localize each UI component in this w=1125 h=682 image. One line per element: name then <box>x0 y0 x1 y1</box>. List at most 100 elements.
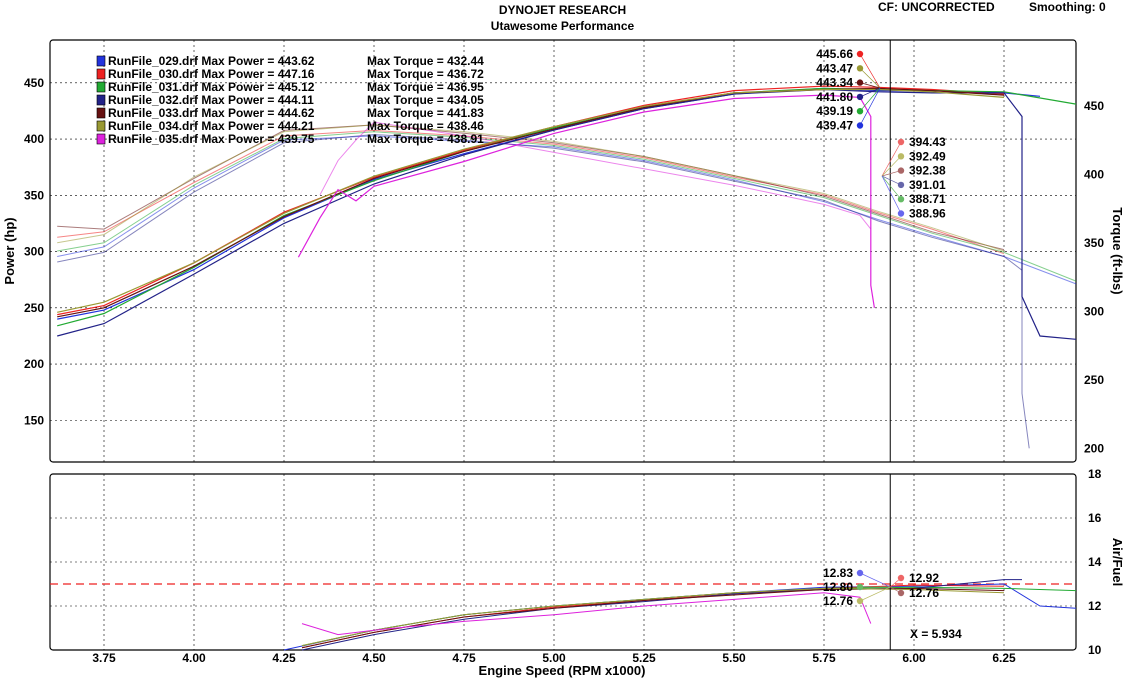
torque-line-2 <box>57 129 1005 255</box>
chart-title: DYNOJET RESEARCH <box>498 3 627 17</box>
power-cursor-leader <box>859 87 881 98</box>
x-tick-label: 6.25 <box>992 651 1016 665</box>
torque-tick-label: 300 <box>1084 304 1104 318</box>
x-axis-title: Engine Speed (RPM x1000) <box>479 663 646 678</box>
legend-run-label: RunFile_034.drf Max Power = 444.21 <box>108 119 315 133</box>
legend-torque-label: Max Torque = 441.83 <box>367 106 484 120</box>
torque-line-3 <box>57 131 1077 282</box>
afr-cursor-leader <box>859 572 891 588</box>
torque-cursor-value: 391.01 <box>909 178 946 192</box>
power-tick-label: 400 <box>24 132 44 146</box>
power-cursor-marker <box>856 93 864 101</box>
torque-axis-title: Torque (ft-lbs) <box>1110 207 1125 294</box>
legend-swatch-6 <box>96 120 106 132</box>
power-cursor-leader <box>859 82 881 89</box>
power-tick-label: 350 <box>24 188 44 202</box>
afr-tick-label: 14 <box>1088 555 1102 569</box>
legend-swatch-1 <box>96 55 106 67</box>
afr-cursor-value: 12.83 <box>823 566 853 580</box>
x-tick-label: 4.00 <box>182 651 206 665</box>
torque-cursor-leader <box>881 175 902 200</box>
afr-cursor-leader <box>890 586 902 594</box>
torque-line-1 <box>57 135 1077 285</box>
torque-cursor-leader <box>881 175 902 214</box>
torque-cursor-value: 388.71 <box>909 192 946 206</box>
power-line-4 <box>57 88 1077 340</box>
torque-cursor-leader <box>881 141 902 177</box>
power-tick-label: 150 <box>24 413 44 427</box>
afr-cursor-value: 12.76 <box>823 594 853 608</box>
legend-torque-label: Max Torque = 436.95 <box>367 80 484 94</box>
power-torque-panel <box>49 39 1077 463</box>
legend-run-label: RunFile_030.drf Max Power = 447.16 <box>108 67 315 81</box>
smoothing-setting: Smoothing: 0 <box>1029 0 1106 14</box>
legend-swatch-5 <box>96 107 106 119</box>
power-cursor-value: 439.19 <box>816 104 853 118</box>
torque-line-6 <box>57 124 1005 252</box>
legend-torque-label: Max Torque = 432.44 <box>367 54 484 68</box>
afr-cursor-leader <box>890 577 902 588</box>
afr-cursor-value: 12.92 <box>909 571 939 585</box>
power-cursor-value: 443.34 <box>816 76 853 90</box>
torque-cursor-leader <box>881 156 902 177</box>
afr-axis-title: Air/Fuel <box>1110 538 1125 586</box>
legend-swatch-4 <box>96 94 106 106</box>
torque-tick-label: 450 <box>1084 99 1104 113</box>
torque-line-7 <box>319 121 872 230</box>
cursor-x-readout: X = 5.934 <box>910 627 962 641</box>
x-tick-label: 4.50 <box>362 651 386 665</box>
legend-run-label: RunFile_031.drf Max Power = 445.12 <box>108 80 315 94</box>
torque-line-4 <box>57 133 1030 449</box>
legend-torque-label: Max Torque = 436.72 <box>367 67 484 81</box>
power-line-7 <box>297 94 875 308</box>
power-cursor-leader <box>859 87 881 112</box>
legend-torque-label: Max Torque = 438.91 <box>367 132 484 146</box>
power-line-5 <box>57 87 1005 318</box>
power-cursor-value: 445.66 <box>816 47 853 61</box>
legend-swatch-3 <box>96 81 106 93</box>
power-cursor-value: 443.47 <box>816 61 853 75</box>
afr-tick-label: 18 <box>1088 467 1102 481</box>
afr-tick-label: 16 <box>1088 511 1102 525</box>
torque-cursor-value: 392.38 <box>909 164 946 178</box>
power-cursor-leader <box>859 53 881 89</box>
x-tick-label: 5.25 <box>632 651 656 665</box>
torque-tick-label: 350 <box>1084 236 1104 250</box>
torque-cursor-value: 392.49 <box>909 149 946 163</box>
power-line-6 <box>57 88 1005 313</box>
afr-cursor-value: 12.80 <box>823 580 853 594</box>
air-fuel-panel <box>49 473 1077 651</box>
chart-subtitle: Utawesome Performance <box>490 19 635 33</box>
torque-cursor-value: 394.43 <box>909 135 946 149</box>
torque-tick-label: 250 <box>1084 373 1104 387</box>
torque-cursor-leader <box>881 170 902 177</box>
legend-run-label: RunFile_035.drf Max Power = 439.75 <box>108 132 315 146</box>
afr-line-6 <box>301 587 1005 647</box>
legend-run-label: RunFile_029.drf Max Power = 443.62 <box>108 54 315 68</box>
x-tick-label: 5.00 <box>542 651 566 665</box>
x-tick-label: 4.25 <box>272 651 296 665</box>
power-tick-label: 450 <box>24 76 44 90</box>
power-cursor-leader <box>859 68 881 89</box>
torque-cursor-leader <box>881 175 902 186</box>
x-tick-label: 5.50 <box>722 651 746 665</box>
afr-cursor-leader <box>859 586 891 602</box>
torque-tick-label: 200 <box>1084 441 1104 455</box>
torque-cursor-value: 388.96 <box>909 207 946 221</box>
afr-line-7 <box>301 592 872 636</box>
legend-run-label: RunFile_033.drf Max Power = 444.62 <box>108 106 315 120</box>
legend-torque-label: Max Torque = 434.05 <box>367 93 484 107</box>
x-tick-label: 4.75 <box>452 651 476 665</box>
legend-torque-label: Max Torque = 438.46 <box>367 119 484 133</box>
power-tick-label: 300 <box>24 245 44 259</box>
grid <box>50 40 1076 650</box>
legend-run-label: RunFile_032.drf Max Power = 444.11 <box>108 93 314 107</box>
afr-tick-label: 10 <box>1088 643 1102 657</box>
legend-swatch-7 <box>96 133 106 145</box>
power-cursor-value: 441.80 <box>816 90 853 104</box>
afr-tick-label: 12 <box>1088 599 1102 613</box>
torque-line-5 <box>57 124 1005 251</box>
x-tick-label: 3.75 <box>92 651 116 665</box>
power-axis-title: Power (hp) <box>2 217 17 284</box>
